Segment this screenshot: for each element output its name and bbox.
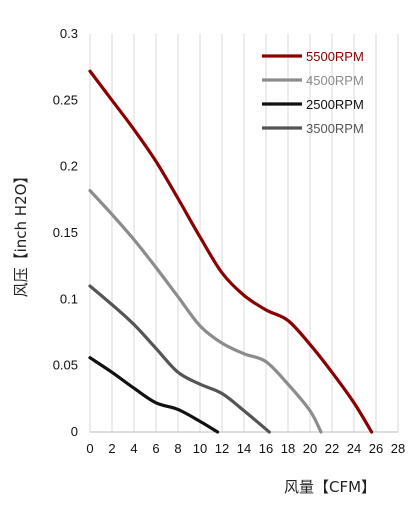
x-tick-label: 10 xyxy=(193,441,207,456)
x-tick-label: 24 xyxy=(347,441,361,456)
x-tick-label: 20 xyxy=(303,441,317,456)
series-line-5500rpm xyxy=(88,69,374,434)
x-tick-label: 26 xyxy=(369,441,383,456)
legend-label-2500rpm: 2500RPM xyxy=(306,97,364,112)
tick-labels: 0 2 4 6 8 10 12 14 16 18 20 22 24 26 2800.050.10.150.2… xyxy=(53,26,406,456)
x-tick-label: 28 xyxy=(391,441,405,456)
vertical-gridlines xyxy=(89,34,399,432)
x-tick-label: 4 xyxy=(130,441,137,456)
x-tick-label: 8 xyxy=(174,441,181,456)
series-lines xyxy=(88,69,374,434)
y-tick-label: 0.15 xyxy=(53,225,78,240)
legend-label-5500rpm: 5500RPM xyxy=(306,49,364,64)
y-tick-label: 0.05 xyxy=(53,358,78,373)
legend: 5500RPM 4500RPM 2500RPM 3500RPM xyxy=(262,49,364,136)
x-tick-label: 12 xyxy=(215,441,229,456)
x-tick-label: 6 xyxy=(152,441,159,456)
x-tick-label: 22 xyxy=(325,441,339,456)
x-axis-label: 风量【CFM】 xyxy=(284,478,376,496)
series-line-2500rpm xyxy=(88,356,220,434)
x-tick-label: 18 xyxy=(281,441,295,456)
y-tick-label: 0.2 xyxy=(60,159,78,174)
y-tick-label: 0.1 xyxy=(60,291,78,306)
legend-label-4500rpm: 4500RPM xyxy=(306,73,364,88)
legend-label-3500rpm: 3500RPM xyxy=(306,121,364,136)
y-tick-label: 0.25 xyxy=(53,92,78,107)
y-axis-label: 风压【inch H2O】 xyxy=(12,169,30,298)
x-tick-label: 16 xyxy=(259,441,273,456)
y-tick-label: 0 xyxy=(71,424,78,439)
x-tick-label: 2 xyxy=(108,441,115,456)
series-line-3500rpm xyxy=(88,284,271,434)
series-line-4500rpm xyxy=(88,188,323,434)
x-tick-label: 0 xyxy=(86,441,93,456)
y-tick-label: 0.3 xyxy=(60,26,78,41)
x-tick-label: 14 xyxy=(237,441,251,456)
